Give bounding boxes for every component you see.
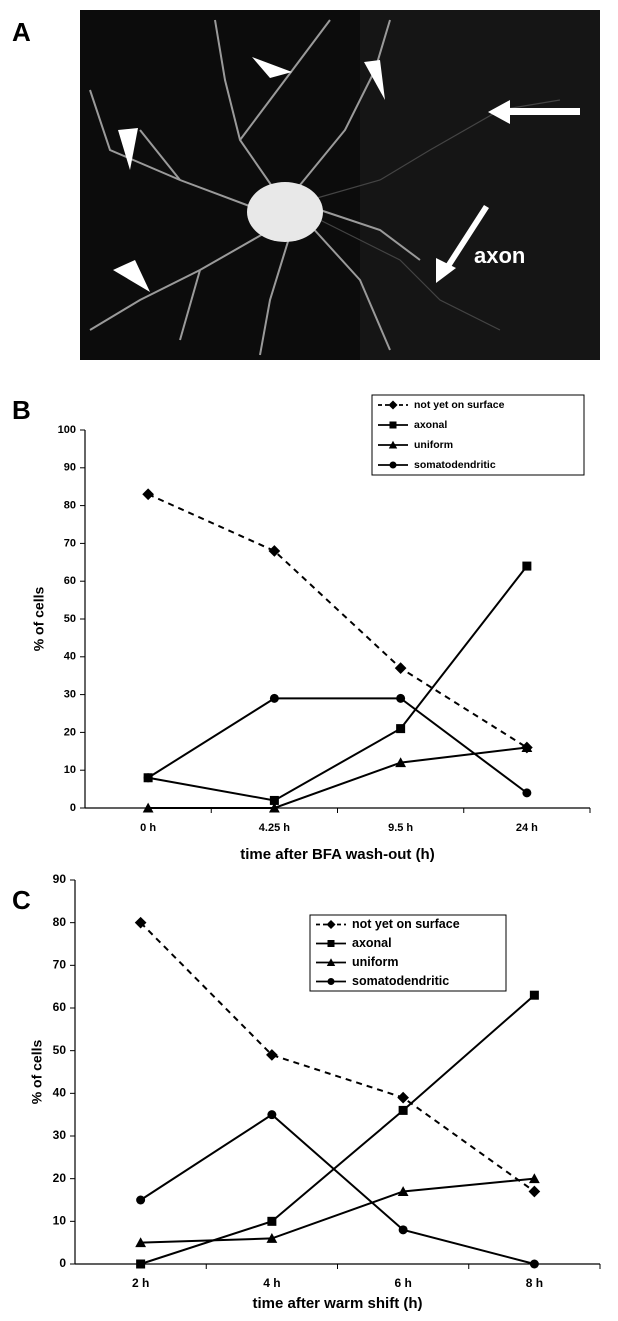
y-tick-label: 60 [64, 575, 76, 587]
legend-marker [328, 940, 335, 947]
figure: A axon B C 01020304050607080901000 h4.25… [0, 0, 618, 1321]
x-tick-label: 24 h [516, 822, 538, 834]
y-tick-label: 40 [53, 1086, 67, 1100]
legend-label: uniform [352, 955, 399, 969]
y-tick-label: 90 [64, 462, 76, 474]
marker [530, 991, 539, 1000]
image-annotation: axon [474, 243, 525, 268]
marker [522, 562, 531, 571]
legend-marker [328, 978, 335, 985]
y-tick-label: 80 [64, 500, 76, 512]
x-tick-label: 0 h [140, 822, 156, 834]
legend-label: not yet on surface [414, 399, 505, 411]
series-line [148, 494, 527, 747]
panel-label: B [12, 395, 31, 425]
page: {"panel_labels": ["A", "B", "C"], "image… [0, 0, 618, 1321]
legend-label: uniform [414, 439, 453, 451]
y-tick-label: 50 [53, 1043, 67, 1057]
legend-label: somatodendritic [352, 974, 449, 988]
x-tick-label: 6 h [394, 1276, 411, 1290]
marker [395, 662, 407, 674]
marker [396, 724, 405, 733]
legend-marker [390, 422, 397, 429]
y-tick-label: 30 [53, 1128, 67, 1142]
x-tick-label: 2 h [132, 1276, 149, 1290]
y-tick-label: 70 [64, 537, 76, 549]
x-axis-label: time after warm shift (h) [252, 1295, 422, 1312]
x-tick-label: 4 h [263, 1276, 280, 1290]
y-axis-label: % of cells [31, 587, 47, 652]
y-tick-label: 50 [64, 613, 76, 625]
x-tick-label: 9.5 h [388, 822, 413, 834]
y-tick-label: 60 [53, 1000, 67, 1014]
marker [144, 773, 153, 782]
legend-label: axonal [352, 936, 392, 950]
y-tick-label: 100 [58, 424, 76, 436]
marker [136, 1196, 145, 1205]
micrograph: axon [80, 10, 600, 360]
x-axis-label: time after BFA wash-out (h) [240, 846, 434, 863]
marker [522, 788, 531, 797]
legend-marker [390, 462, 397, 469]
series-line [141, 995, 535, 1264]
y-tick-label: 90 [53, 872, 67, 886]
legend-label: not yet on surface [352, 917, 460, 931]
panel-label: A [12, 17, 31, 47]
marker [399, 1225, 408, 1234]
y-axis-label: % of cells [29, 1040, 45, 1105]
y-tick-label: 0 [59, 1256, 66, 1270]
marker [267, 1110, 276, 1119]
legend-label: somatodendritic [414, 459, 496, 471]
series-line [148, 566, 527, 800]
panel-label: C [12, 885, 31, 915]
legend-label: axonal [414, 419, 447, 431]
marker [399, 1106, 408, 1115]
y-tick-label: 20 [64, 726, 76, 738]
marker [136, 1260, 145, 1269]
y-tick-label: 10 [53, 1214, 67, 1228]
marker [270, 694, 279, 703]
series-line [148, 748, 527, 808]
y-tick-label: 20 [53, 1171, 67, 1185]
y-tick-label: 10 [64, 764, 76, 776]
marker [396, 694, 405, 703]
marker [142, 488, 154, 500]
marker [529, 1186, 541, 1198]
x-tick-label: 4.25 h [259, 822, 290, 834]
y-tick-label: 70 [53, 958, 67, 972]
x-tick-label: 8 h [526, 1276, 543, 1290]
y-tick-label: 80 [53, 915, 67, 929]
series-line [141, 1179, 535, 1243]
series-line [148, 698, 527, 793]
marker [530, 1260, 539, 1269]
marker [267, 1217, 276, 1226]
y-tick-label: 30 [64, 689, 76, 701]
y-tick-label: 0 [70, 802, 76, 814]
y-tick-label: 40 [64, 651, 76, 663]
